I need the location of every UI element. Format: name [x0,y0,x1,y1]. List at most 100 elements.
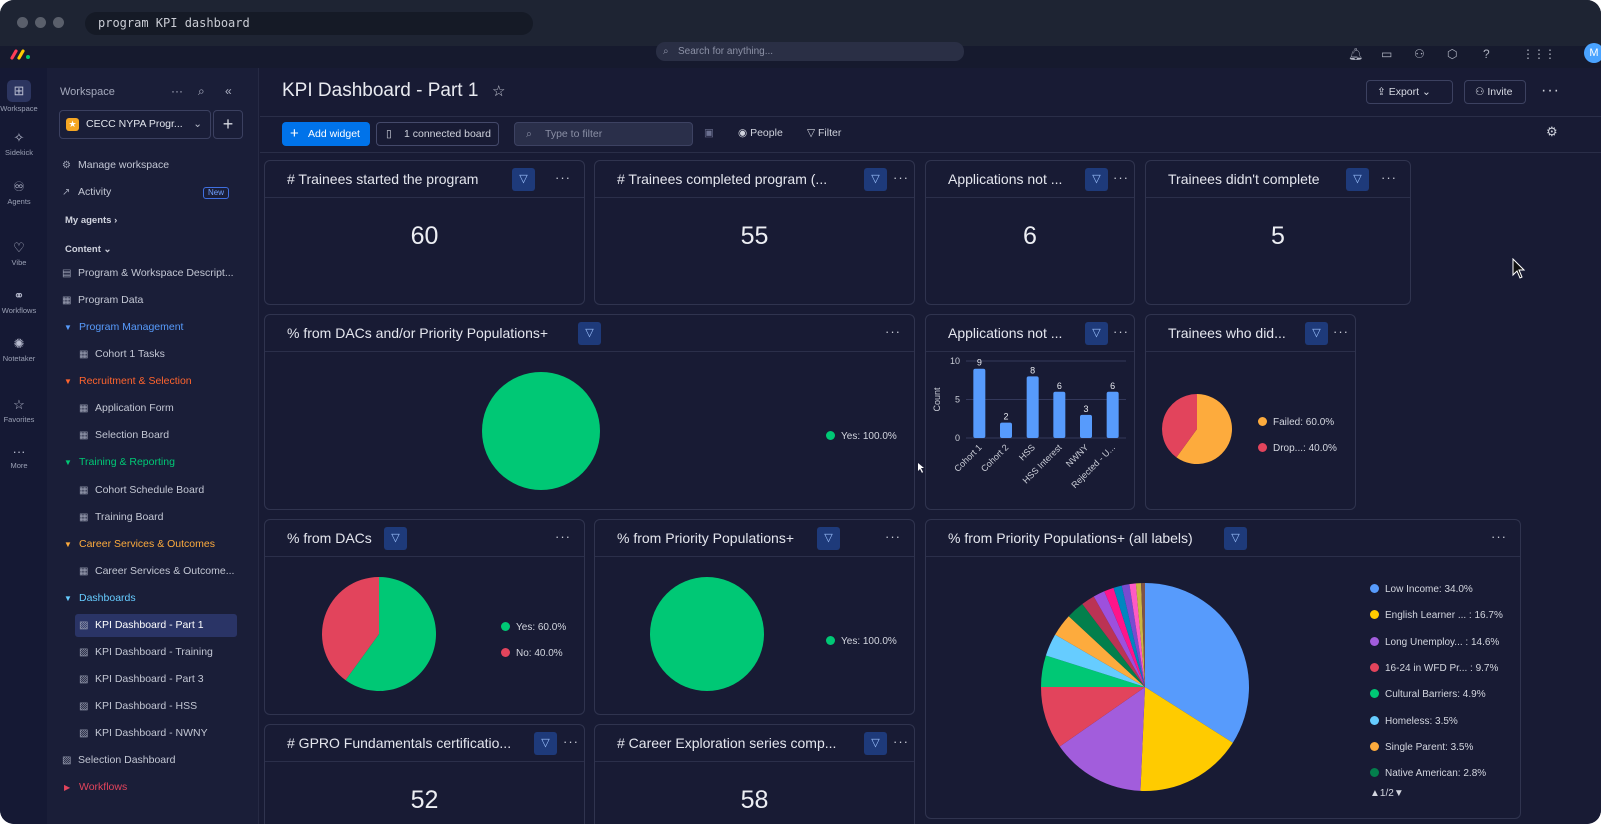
sidebar-item-kpi-part-3[interactable]: ▨ KPI Dashboard - Part 3 [79,673,204,685]
bar[interactable] [973,368,986,438]
widget-filter-icon[interactable]: ▽ [1305,322,1328,345]
global-search-input[interactable]: ⌕ Search for anything... [656,42,964,61]
pie-slice-yes[interactable] [345,577,436,691]
sidebar-item-kpi-part-1[interactable]: ▨ KPI Dashboard - Part 1 [79,619,204,631]
bar[interactable] [1106,391,1119,438]
rail-more[interactable]: ··· More [0,444,38,470]
pie-slice-other-2[interactable] [1093,591,1145,687]
workspace-selector[interactable]: ★ CECC NYPA Progr... ⌄ [59,110,211,139]
widget-more-icon[interactable]: ··· [885,529,901,544]
pie-slice-other-4[interactable] [1113,585,1145,687]
invite-button[interactable]: ⚇ Invite [1464,80,1526,104]
pie-slice-long-unemploy[interactable] [1059,687,1145,791]
sidebar-item-program-description[interactable]: ▤ Program & Workspace Descript... [62,267,234,279]
legend-pager[interactable]: ▲1/2▼ [1370,788,1404,799]
pie-slice-drop[interactable] [1162,394,1197,458]
widget-priority-all-labels[interactable]: % from Priority Populations+ (all labels… [925,519,1521,819]
people-filter-button[interactable]: ◉ People [738,127,783,139]
app-grid-icon[interactable]: ⋮⋮⋮ [1522,47,1556,61]
sidebar-item-program-data[interactable]: ▦ Program Data [62,294,143,306]
sidebar-item-cohort-1-tasks[interactable]: ▦ Cohort 1 Tasks [79,348,165,360]
pie-slice-cultural-barriers[interactable] [1041,655,1145,687]
widget-filter-icon[interactable]: ▽ [864,732,887,755]
help-icon[interactable]: ? [1483,47,1490,61]
sidebar-item-kpi-training[interactable]: ▨ KPI Dashboard - Training [79,646,213,658]
favorite-star-icon[interactable]: ☆ [492,83,506,100]
content-toggle[interactable]: Content ⌄ [65,244,112,255]
sidebar-item-manage-workspace[interactable]: ⚙ Manage workspace [62,159,169,171]
sidebar-item-kpi-nwny[interactable]: ▨ KPI Dashboard - NWNY [79,727,208,739]
add-widget-button[interactable]: + Add widget [282,122,370,146]
add-item-button[interactable]: + [213,110,243,139]
settings-gear-icon[interactable]: ⚙ [1546,124,1558,139]
rail-favorites[interactable]: ☆ Favorites [0,397,38,424]
rail-notetaker[interactable]: ✺ Notetaker [0,336,38,363]
widget-career-exploration[interactable]: # Career Exploration series comp... ▽ ··… [594,724,915,824]
save-view-icon[interactable]: ▣ [704,127,714,139]
widget-applications-bar[interactable]: Applications not ... ▽ ··· 0 5 10 Count 9 Coh… [925,314,1135,510]
widget-more-icon[interactable]: ··· [1491,529,1507,544]
bar[interactable] [1026,376,1039,438]
more-icon[interactable]: ··· [171,84,183,98]
export-button[interactable]: ⇪ Export ⌄ [1366,80,1453,104]
address-bar[interactable]: program KPI dashboard [85,12,533,35]
widget-more-icon[interactable]: ··· [555,529,571,544]
pie-slice-single-parent[interactable] [1055,616,1145,687]
pie-slice-other-5[interactable] [1121,584,1145,687]
sidebar-folder-workflows[interactable]: ▶ Workflows [64,781,127,793]
widget-filter-icon[interactable]: ▽ [1346,168,1369,191]
window-zoom-dot[interactable] [53,17,64,28]
inbox-icon[interactable]: ▭ [1381,47,1393,61]
pie-slice-english-learner[interactable] [1140,687,1233,791]
widget-more-icon[interactable]: ··· [893,170,909,185]
widget-from-priority[interactable]: % from Priority Populations+ ▽ ··· Yes: … [594,519,915,715]
sidebar-folder-program-management[interactable]: ▼ Program Management [64,321,183,333]
widget-more-icon[interactable]: ··· [893,734,909,749]
sidebar-item-selection-board[interactable]: ▦ Selection Board [79,429,169,441]
connected-boards-button[interactable]: ▯ 1 connected board [376,122,499,146]
widget-filter-icon[interactable]: ▽ [1224,527,1247,550]
collapse-icon[interactable]: « [225,84,232,98]
rail-agents[interactable]: ♾ Agents [0,179,38,206]
invite-members-icon[interactable]: ⚇ [1414,47,1425,61]
pie-slice-failed[interactable] [1176,394,1232,464]
search-icon[interactable]: ⌕ [198,84,205,98]
widget-filter-icon[interactable]: ▽ [1085,322,1108,345]
sidebar-item-kpi-hss[interactable]: ▨ KPI Dashboard - HSS [79,700,197,712]
my-agents-toggle[interactable]: My agents › [65,215,118,226]
widget-filter-icon[interactable]: ▽ [512,168,535,191]
widget-trainees-started[interactable]: # Trainees started the program ▽ ··· 60 [264,160,585,305]
sidebar-folder-training[interactable]: ▼ Training & Reporting [64,456,175,468]
pie-slice-yes[interactable] [650,577,764,691]
pie-slice-homeless[interactable] [1045,634,1145,687]
widget-filter-icon[interactable]: ▽ [384,527,407,550]
caret-up-icon[interactable]: ▲ [1370,788,1380,799]
widget-gpro-fundamentals[interactable]: # GPRO Fundamentals certificatio... ▽ ··… [264,724,585,824]
sidebar-item-career-services-outcomes[interactable]: ▦ Career Services & Outcome... [79,565,234,577]
pie-slice-16-24-in-wfd-pr[interactable] [1041,687,1145,747]
widget-filter-icon[interactable]: ▽ [1085,168,1108,191]
rail-vibe[interactable]: ♡ Vibe [0,240,38,267]
bar[interactable] [1053,391,1066,438]
widget-more-icon[interactable]: ··· [885,324,901,339]
widget-more-icon[interactable]: ··· [1381,170,1397,185]
widget-more-icon[interactable]: ··· [555,170,571,185]
sidebar-item-application-form[interactable]: ▦ Application Form [79,402,174,414]
widget-trainees-completed[interactable]: # Trainees completed program (... ▽ ··· … [594,160,915,305]
pie-slice-other-8[interactable] [1141,583,1145,687]
pie-slice-other-3[interactable] [1104,587,1145,687]
pie-slice-yes[interactable] [482,372,600,490]
widget-trainees-who-did[interactable]: Trainees who did... ▽ ··· Failed: 60.0% … [1145,314,1356,510]
widget-more-icon[interactable]: ··· [563,734,579,749]
widget-applications-not[interactable]: Applications not ... ▽ ··· 6 [925,160,1135,305]
bar[interactable] [1080,414,1092,438]
caret-down-icon[interactable]: ▼ [1393,788,1404,799]
pie-slice-no[interactable] [322,577,379,681]
widget-more-icon[interactable]: ··· [1113,170,1129,185]
rail-sidekick[interactable]: ✧ Sidekick [0,130,38,157]
rail-workflows[interactable]: ⚭ Workflows [0,288,38,315]
sidebar-item-training-board[interactable]: ▦ Training Board [79,511,163,523]
filter-input[interactable]: ⌕ Type to filter [514,122,693,146]
window-minimize-dot[interactable] [35,17,46,28]
rail-workspace[interactable]: ⊞ Workspace [0,80,38,113]
